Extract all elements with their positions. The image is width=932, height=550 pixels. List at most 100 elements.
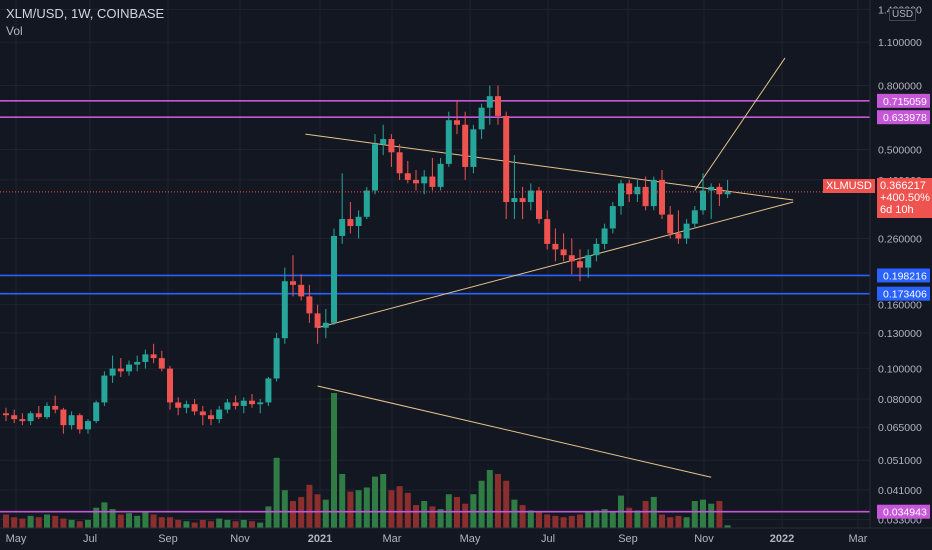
symbol-price-tag: XLMUSD xyxy=(823,179,875,193)
volume-bar xyxy=(527,510,534,528)
candle-body xyxy=(691,210,698,224)
candle-body xyxy=(306,296,313,314)
volume-bar xyxy=(675,515,682,528)
candle-body xyxy=(93,402,100,422)
level-tag-label: 0.034943 xyxy=(883,507,927,519)
last-price: 0.366217 xyxy=(880,180,926,192)
volume-bar xyxy=(536,511,542,528)
volume-bar xyxy=(265,506,272,528)
candle-body xyxy=(650,179,657,207)
candle-body xyxy=(150,354,157,359)
level-tag-bg xyxy=(877,110,930,125)
candle-body xyxy=(683,223,690,239)
volume-bar xyxy=(249,521,255,528)
candle-body xyxy=(281,281,288,339)
chart-legend: XLM/USD, 1W, COINBASE Vol xyxy=(6,6,164,38)
time-tick-label: Sep xyxy=(618,533,638,545)
volume-bar xyxy=(429,506,436,528)
candle-body xyxy=(659,179,665,215)
volume-bar xyxy=(372,476,378,528)
candle-body xyxy=(486,96,493,108)
time-tick-label: May xyxy=(6,533,27,545)
candlesticks xyxy=(0,85,870,434)
volume-bar xyxy=(134,515,141,528)
candle-body xyxy=(314,313,321,328)
volume-bar xyxy=(273,457,280,528)
trend-lines xyxy=(305,57,794,478)
time-axis-bg xyxy=(0,528,932,550)
candle-body xyxy=(331,235,337,323)
level-tag-bg xyxy=(877,268,930,283)
candle-body xyxy=(519,198,526,203)
candle-body xyxy=(347,219,354,227)
candle-body xyxy=(429,176,436,187)
volume-bar xyxy=(93,507,100,528)
volume-bar xyxy=(101,502,108,528)
volume-bar xyxy=(683,517,690,528)
candle-body xyxy=(462,124,469,167)
candle-body xyxy=(372,144,378,191)
volume-bar xyxy=(3,514,9,528)
time-axis[interactable]: May Jul Sep Nov 2021 Mar May Jul Sep Nov 2022 Mar xyxy=(0,527,932,550)
candle-body xyxy=(298,284,305,297)
volume-bar xyxy=(35,517,42,528)
volume-bar xyxy=(478,480,485,528)
time-tick-label: Mar xyxy=(383,533,402,545)
price-tick-label: 0.065000 xyxy=(878,422,922,434)
volume-bar xyxy=(339,474,346,528)
volume-bar xyxy=(552,515,559,528)
candle-body xyxy=(191,404,198,412)
symbol-line: XLM/USD, 1W, COINBASE xyxy=(6,6,165,21)
volume-bar xyxy=(52,515,59,528)
volume-bar xyxy=(544,514,551,528)
price-tick-label: 0.500000 xyxy=(878,145,922,157)
candle-body xyxy=(257,402,264,405)
price-tick-label: 1.100000 xyxy=(878,37,922,49)
volume-bar xyxy=(388,490,395,528)
volume-bar xyxy=(716,501,723,528)
candle-body xyxy=(290,281,296,285)
candle-body xyxy=(60,409,67,426)
candle-body xyxy=(413,179,419,184)
volume-bar xyxy=(19,518,26,528)
time-tick-label: Jul xyxy=(83,533,97,545)
candle-body xyxy=(44,405,50,418)
candle-body xyxy=(667,214,674,234)
candle-body xyxy=(76,415,83,430)
volume-bar xyxy=(724,525,731,528)
volume-bar xyxy=(486,469,493,528)
candle-body xyxy=(3,413,9,416)
candle-body xyxy=(273,338,280,379)
volume-bar xyxy=(380,474,387,528)
volume-bar xyxy=(199,519,206,528)
volume-bar xyxy=(109,509,116,528)
candle-body xyxy=(552,243,559,250)
trend-line xyxy=(694,57,786,191)
volume-bar xyxy=(691,501,698,528)
candle-body xyxy=(609,206,616,229)
candle-body xyxy=(700,190,706,211)
candle-body xyxy=(404,173,411,180)
trend-line xyxy=(317,201,794,329)
candle-body xyxy=(642,186,649,207)
candle-body xyxy=(724,191,731,195)
volume-bar xyxy=(421,501,428,528)
time-tick-label: 2022 xyxy=(770,533,794,545)
candle-body xyxy=(511,198,518,203)
price-tick-label: 0.260000 xyxy=(878,234,922,246)
volume-bar xyxy=(560,517,567,528)
currency-badge[interactable]: USD xyxy=(889,8,917,21)
candle-body xyxy=(339,219,346,236)
volume-bar xyxy=(85,519,91,528)
time-tick-label: Sep xyxy=(158,533,178,545)
volume-bar xyxy=(306,484,313,528)
volume-bar xyxy=(593,510,600,528)
candle-body xyxy=(240,400,247,406)
candle-body xyxy=(421,176,428,184)
volume-bar xyxy=(437,509,444,528)
level-tag-bg xyxy=(877,93,930,108)
volume-bar xyxy=(462,503,469,528)
price-tick-label: 0.041000 xyxy=(878,485,922,497)
volume-bar xyxy=(519,505,526,528)
